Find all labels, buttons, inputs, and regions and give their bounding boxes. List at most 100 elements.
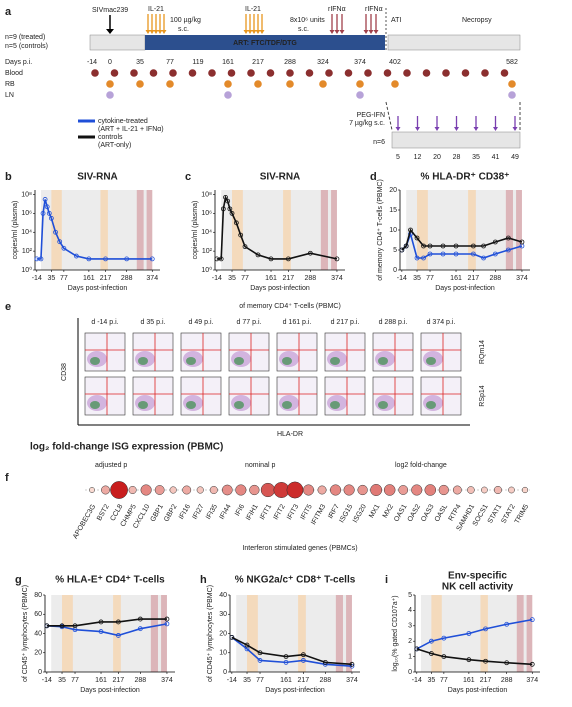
panel-title: log₂ fold-change ISG expression (PBMC): [30, 442, 223, 453]
peg-box: [391, 131, 521, 149]
data-point: [307, 250, 313, 256]
arrow-head: [145, 30, 151, 34]
panel-letter: h: [200, 574, 207, 586]
y-tick-label: 20: [219, 630, 227, 637]
arrow-head: [251, 30, 257, 34]
y-tick-label: 10²: [202, 248, 213, 255]
panel-title: NK cell activity: [442, 582, 514, 593]
x-tick-label: 217: [283, 275, 295, 282]
isg-dot: [467, 486, 475, 494]
il21-route: s.c.: [178, 26, 189, 33]
data-point: [300, 652, 306, 658]
flow-density: [426, 401, 436, 409]
series-line: [46, 618, 167, 627]
data-point: [414, 255, 420, 261]
x-tick-label: 288: [319, 677, 331, 684]
y-tick-label: 5: [408, 592, 412, 599]
row-label: Blood: [5, 70, 23, 77]
data-point: [466, 631, 472, 636]
ifn-label: rIFNα: [365, 6, 383, 13]
data-point: [399, 247, 405, 253]
arrow-head: [395, 127, 401, 131]
isg-dot: [154, 485, 165, 495]
isg-dot: [383, 484, 396, 496]
data-point: [492, 239, 498, 245]
rb-dot: [286, 80, 294, 88]
arrow-head: [334, 30, 340, 34]
isg-dot: [330, 484, 342, 496]
rb-dot: [224, 80, 232, 88]
x-tick-label: 374: [146, 275, 158, 282]
data-point: [470, 251, 476, 257]
day-label: 161: [222, 59, 234, 66]
treatment-shade: [247, 595, 258, 672]
treatment-shade: [516, 190, 522, 270]
ati-label: ATI: [391, 17, 401, 24]
panel-letter: f: [5, 472, 9, 484]
data-point: [46, 210, 52, 216]
blood-dot: [227, 69, 236, 77]
arrow-head: [329, 30, 335, 34]
blood-dot: [169, 69, 177, 77]
x-tick-label: 77: [71, 677, 79, 684]
arrow-head: [415, 127, 420, 131]
blood-dot: [364, 69, 372, 77]
panel-letter: e: [5, 301, 11, 313]
data-point: [73, 253, 79, 259]
treatment-shade: [298, 595, 306, 672]
data-point: [233, 220, 239, 226]
x-tick-label: 35: [427, 677, 435, 684]
data-point: [349, 661, 355, 667]
x-tick-label: 161: [450, 275, 462, 282]
flow-density: [282, 401, 292, 409]
blood-dot: [344, 69, 353, 77]
ln-dot: [106, 91, 114, 99]
isg-dot: [286, 481, 304, 499]
y-tick-label: 60: [34, 611, 42, 618]
data-point: [218, 256, 224, 262]
data-point: [137, 626, 143, 632]
y-tick-label: 5: [393, 247, 397, 254]
rb-dot: [254, 80, 262, 88]
y-tick-label: 10: [389, 227, 397, 234]
blood-dot: [188, 69, 197, 77]
x-tick-label: 217: [468, 275, 480, 282]
isg-dot: [209, 485, 218, 495]
ifn-dose: 8x10⁶ units: [290, 17, 325, 24]
peg-day: 49: [511, 154, 519, 161]
timeline-art: [145, 35, 385, 50]
x-tick-label: 374: [161, 677, 173, 684]
x-tick-label: 161: [463, 677, 475, 684]
data-point: [44, 623, 50, 629]
y-tick-label: 3: [408, 623, 412, 630]
ln-dot: [224, 91, 232, 99]
isg-dot: [221, 484, 233, 496]
y-tick-label: 10⁶: [21, 210, 32, 217]
y-tick-label: 10⁶: [201, 210, 212, 217]
y-tick-label: 10⁰: [21, 266, 32, 274]
data-point: [440, 243, 446, 249]
panel-letter: g: [15, 574, 22, 586]
rb-dot: [391, 80, 399, 88]
peg-day: 35: [472, 154, 480, 161]
isg-dot: [370, 484, 383, 496]
group-label: n=9 (treated): [5, 34, 45, 41]
arrow-head: [373, 30, 379, 34]
data-point: [242, 244, 248, 250]
y-tick-label: 0: [38, 669, 42, 676]
flow-density: [234, 401, 244, 409]
data-point: [220, 206, 226, 212]
isg-dot: [521, 486, 529, 494]
treatment-shade: [431, 595, 442, 672]
blood-dot: [266, 69, 275, 77]
x-tick-label: 35: [58, 677, 66, 684]
y-tick-label: 0: [223, 669, 227, 676]
x-axis-label: HLA-DR: [277, 431, 303, 438]
timeline-pre: [89, 34, 146, 51]
data-point: [149, 256, 155, 262]
data-point: [227, 206, 233, 212]
y-tick-label: 10: [219, 650, 227, 657]
peg-day: 28: [453, 154, 461, 161]
isg-dot: [235, 484, 247, 496]
data-point: [283, 654, 289, 659]
